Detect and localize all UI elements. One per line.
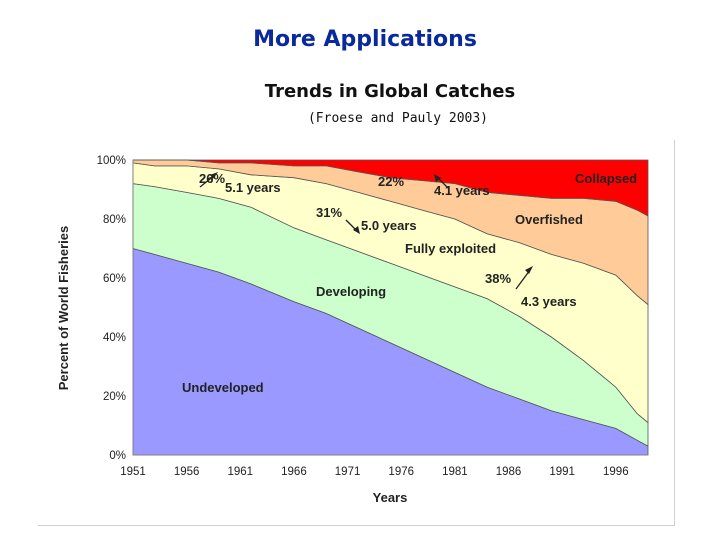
annotation-years: 4.3 years: [521, 294, 577, 309]
series-label-developing: Developing: [316, 284, 386, 299]
annotation-pct: 22%: [378, 174, 404, 189]
x-tick-label: 1991: [549, 466, 575, 478]
annotation-arrow-head: [434, 174, 441, 182]
x-tick-labels: 1951 1956 1961 1966 1971 1976 1981 1986 1991 1996: [120, 466, 628, 478]
series-labels: Undeveloped Developing Fully exploited O…: [182, 171, 637, 395]
annotations: 26% 5.1 years 22% 4.1 years 31% 5.0 year…: [199, 171, 577, 309]
y-tick-label: 20%: [103, 391, 126, 403]
y-axis-label: Percent of World Fisheries: [56, 226, 71, 390]
annotation-arrow-head: [525, 266, 533, 274]
x-tick-label: 1951: [120, 466, 146, 478]
annotation-pct: 38%: [485, 271, 511, 286]
x-axis-label: Years: [373, 490, 408, 505]
y-tick-label: 100%: [97, 155, 126, 167]
area-series-collapsed: [133, 159, 649, 217]
series-label-overfished: Overfished: [515, 212, 583, 227]
annotation-arrow: [515, 269, 531, 290]
x-tick-label: 1986: [496, 466, 522, 478]
x-tick-label: 1981: [442, 466, 468, 478]
series-label-collapsed: Collapsed: [575, 171, 637, 186]
axes: [132, 160, 648, 456]
series-label-undeveloped: Undeveloped: [182, 380, 264, 395]
x-tick-label: 1996: [603, 466, 629, 478]
area-series-group: [132, 159, 649, 456]
annotation-years: 5.0 years: [361, 218, 417, 233]
y-tick-labels: 0% 20% 40% 60% 80% 100%: [97, 155, 126, 462]
series-label-fully-exploited: Fully exploited: [405, 241, 496, 256]
x-tick-label: 1976: [388, 466, 414, 478]
annotation-arrow-head: [210, 172, 218, 179]
chart-title: Trends in Global Catches: [264, 81, 516, 102]
annotation-years: 4.1 years: [434, 183, 490, 198]
annotation-pct: 31%: [316, 205, 342, 220]
x-tick-label: 1966: [281, 466, 307, 478]
x-tick-label: 1971: [335, 466, 361, 478]
annotation-arrow-head: [353, 226, 360, 234]
y-tick-label: 40%: [103, 332, 126, 344]
y-tick-label: 80%: [103, 214, 126, 226]
annotation-years: 5.1 years: [225, 180, 281, 195]
annotation-pct: 26%: [199, 171, 225, 186]
y-tick-label: 0%: [109, 450, 126, 462]
frame-bottom-edge: [38, 525, 675, 526]
x-tick-label: 1956: [174, 466, 200, 478]
x-tick-label: 1961: [227, 466, 253, 478]
frame-right-edge: [674, 140, 675, 525]
slide-title: More Applications: [253, 27, 477, 52]
chart-subtitle: (Froese and Pauly 2003): [307, 111, 488, 126]
y-tick-label: 60%: [103, 273, 126, 285]
